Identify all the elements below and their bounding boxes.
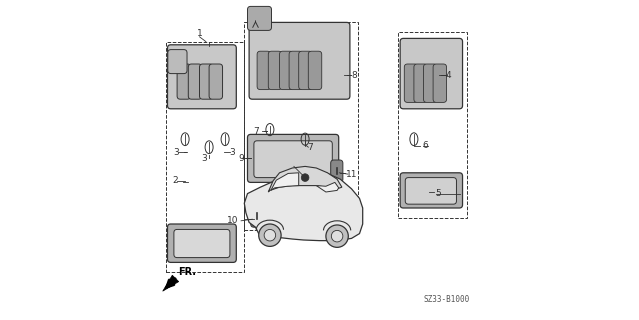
FancyBboxPatch shape: [400, 38, 463, 109]
FancyBboxPatch shape: [249, 22, 350, 99]
FancyBboxPatch shape: [331, 160, 343, 182]
FancyBboxPatch shape: [268, 51, 282, 90]
Bar: [166, 42, 244, 272]
FancyBboxPatch shape: [414, 64, 427, 102]
Text: 4: 4: [446, 71, 452, 80]
FancyBboxPatch shape: [424, 64, 437, 102]
Circle shape: [264, 229, 275, 241]
Circle shape: [301, 174, 309, 181]
Text: 6: 6: [422, 141, 427, 150]
Text: 7: 7: [307, 143, 313, 152]
FancyBboxPatch shape: [250, 206, 263, 227]
Text: FR.: FR.: [178, 267, 196, 277]
Text: 7: 7: [254, 127, 259, 136]
Text: 8: 8: [351, 71, 357, 80]
FancyBboxPatch shape: [289, 51, 302, 90]
Text: 11: 11: [346, 170, 358, 179]
Polygon shape: [271, 173, 298, 190]
Text: 3: 3: [173, 148, 179, 156]
Circle shape: [332, 230, 343, 242]
Text: SZ33-B1000: SZ33-B1000: [424, 295, 470, 304]
FancyBboxPatch shape: [247, 134, 339, 182]
FancyBboxPatch shape: [405, 178, 456, 204]
FancyBboxPatch shape: [167, 45, 236, 109]
Text: 10: 10: [227, 216, 239, 225]
FancyBboxPatch shape: [298, 51, 312, 90]
Polygon shape: [316, 182, 339, 192]
FancyBboxPatch shape: [257, 51, 270, 90]
Text: 3: 3: [201, 154, 207, 163]
Text: 1: 1: [197, 29, 203, 38]
FancyBboxPatch shape: [254, 141, 332, 178]
Polygon shape: [244, 171, 363, 241]
Bar: [398, 32, 466, 218]
Text: 5: 5: [435, 189, 441, 198]
FancyBboxPatch shape: [174, 229, 230, 258]
Text: 3: 3: [229, 148, 235, 156]
Circle shape: [259, 224, 281, 246]
FancyBboxPatch shape: [279, 51, 293, 90]
Text: 9: 9: [238, 154, 244, 163]
FancyBboxPatch shape: [247, 6, 272, 30]
FancyBboxPatch shape: [209, 64, 222, 99]
FancyBboxPatch shape: [168, 50, 187, 74]
Polygon shape: [163, 275, 179, 291]
Circle shape: [326, 225, 348, 247]
FancyBboxPatch shape: [308, 51, 322, 90]
Polygon shape: [268, 166, 342, 192]
FancyBboxPatch shape: [177, 64, 190, 99]
Bar: [244, 22, 358, 230]
FancyBboxPatch shape: [167, 224, 236, 262]
FancyBboxPatch shape: [400, 173, 463, 208]
FancyBboxPatch shape: [433, 64, 447, 102]
Text: 2: 2: [172, 176, 178, 185]
FancyBboxPatch shape: [189, 64, 202, 99]
FancyBboxPatch shape: [404, 64, 418, 102]
FancyBboxPatch shape: [199, 64, 213, 99]
